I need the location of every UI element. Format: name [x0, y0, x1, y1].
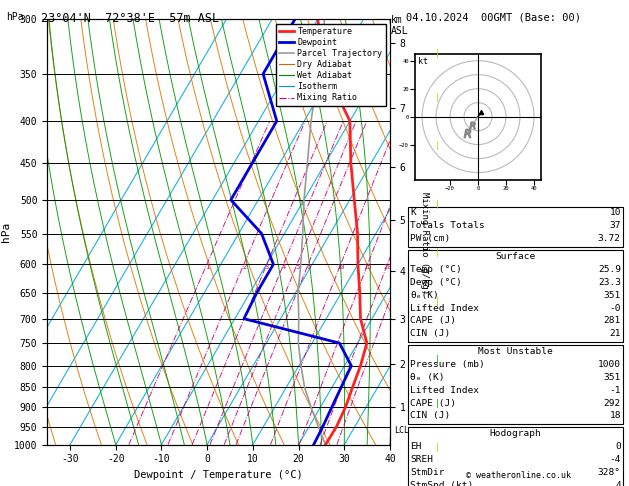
Text: 328°: 328°: [598, 468, 621, 477]
Text: |: |: [435, 248, 440, 257]
Text: 6: 6: [306, 264, 311, 270]
Text: kt: kt: [418, 56, 428, 66]
Text: 351: 351: [604, 291, 621, 300]
Text: CIN (J): CIN (J): [410, 411, 450, 420]
Text: -0: -0: [610, 303, 621, 312]
Text: CAPE (J): CAPE (J): [410, 399, 456, 408]
Text: 0: 0: [615, 442, 621, 451]
Text: 1: 1: [205, 264, 209, 270]
Text: StmSpd (kt): StmSpd (kt): [410, 481, 474, 486]
Text: LCL: LCL: [394, 426, 409, 435]
Text: 5: 5: [295, 264, 299, 270]
Text: 3: 3: [265, 264, 269, 270]
Text: 10: 10: [610, 208, 621, 218]
Text: 351: 351: [604, 373, 621, 382]
Text: SREH: SREH: [410, 455, 433, 464]
Text: Totals Totals: Totals Totals: [410, 221, 485, 230]
Text: 4: 4: [615, 481, 621, 486]
Text: θₑ (K): θₑ (K): [410, 373, 445, 382]
Text: |: |: [435, 141, 440, 150]
Text: 04.10.2024  00GMT (Base: 00): 04.10.2024 00GMT (Base: 00): [406, 12, 581, 22]
Text: km
ASL: km ASL: [391, 15, 409, 36]
Text: Pressure (mb): Pressure (mb): [410, 360, 485, 369]
Text: |: |: [435, 200, 440, 208]
Text: |: |: [435, 355, 440, 364]
Text: 18: 18: [610, 411, 621, 420]
Text: Dewp (°C): Dewp (°C): [410, 278, 462, 287]
Text: Temp (°C): Temp (°C): [410, 265, 462, 274]
Text: © weatheronline.co.uk: © weatheronline.co.uk: [467, 471, 571, 480]
Text: 4: 4: [282, 264, 286, 270]
Text: -4: -4: [610, 455, 621, 464]
Text: 25.9: 25.9: [598, 265, 621, 274]
Text: |: |: [435, 93, 440, 102]
Text: Lifted Index: Lifted Index: [410, 303, 479, 312]
Text: -1: -1: [610, 385, 621, 395]
Text: 23°04'N  72°38'E  57m ASL: 23°04'N 72°38'E 57m ASL: [41, 12, 219, 25]
Text: 37: 37: [610, 221, 621, 230]
Text: Lifted Index: Lifted Index: [410, 385, 479, 395]
Legend: Temperature, Dewpoint, Parcel Trajectory, Dry Adiabat, Wet Adiabat, Isotherm, Mi: Temperature, Dewpoint, Parcel Trajectory…: [276, 24, 386, 106]
Text: CIN (J): CIN (J): [410, 329, 450, 338]
Text: 1000: 1000: [598, 360, 621, 369]
Text: Most Unstable: Most Unstable: [478, 347, 552, 356]
Text: hPa: hPa: [6, 12, 24, 22]
Text: θₑ(K): θₑ(K): [410, 291, 439, 300]
Text: StmDir: StmDir: [410, 468, 445, 477]
Text: 281: 281: [604, 316, 621, 326]
Text: 3.72: 3.72: [598, 234, 621, 243]
Text: EH: EH: [410, 442, 421, 451]
Text: |: |: [435, 297, 440, 306]
Text: 15: 15: [364, 264, 372, 270]
X-axis label: Dewpoint / Temperature (°C): Dewpoint / Temperature (°C): [134, 470, 303, 480]
Text: 10: 10: [337, 264, 345, 270]
Text: 20: 20: [383, 264, 392, 270]
Text: Surface: Surface: [495, 252, 535, 261]
Text: 21: 21: [610, 329, 621, 338]
Text: K: K: [410, 208, 416, 218]
Text: 2: 2: [242, 264, 246, 270]
Text: CAPE (J): CAPE (J): [410, 316, 456, 326]
Text: |: |: [435, 399, 440, 408]
Text: |: |: [435, 443, 440, 451]
Y-axis label: hPa: hPa: [1, 222, 11, 242]
Text: Hodograph: Hodograph: [489, 429, 541, 438]
Text: 292: 292: [604, 399, 621, 408]
Text: PW (cm): PW (cm): [410, 234, 450, 243]
Text: 23.3: 23.3: [598, 278, 621, 287]
Text: Mixing Ratio (g/kg): Mixing Ratio (g/kg): [420, 192, 429, 294]
Text: |: |: [435, 49, 440, 58]
